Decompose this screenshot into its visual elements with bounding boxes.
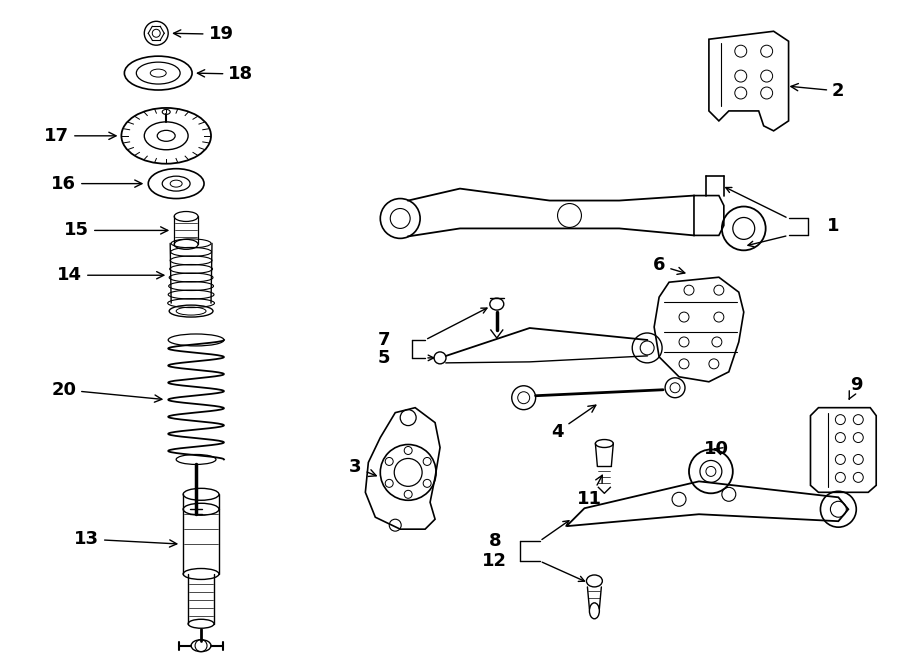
- Text: 12: 12: [482, 552, 508, 570]
- Text: 10: 10: [705, 440, 729, 459]
- Text: 13: 13: [74, 530, 176, 548]
- Text: 3: 3: [349, 459, 376, 477]
- Text: 15: 15: [64, 221, 167, 239]
- Text: 1: 1: [827, 217, 840, 235]
- Text: 8: 8: [489, 532, 501, 550]
- Text: 9: 9: [849, 375, 862, 399]
- Text: 7: 7: [378, 331, 391, 349]
- Text: 5: 5: [378, 349, 391, 367]
- Text: 14: 14: [57, 266, 164, 284]
- Text: 19: 19: [174, 25, 233, 43]
- Text: 17: 17: [44, 127, 116, 145]
- Text: 4: 4: [552, 405, 596, 441]
- Text: 11: 11: [577, 475, 602, 508]
- Text: 20: 20: [51, 381, 162, 402]
- Text: 16: 16: [51, 175, 142, 192]
- Text: 6: 6: [652, 256, 685, 274]
- Text: 2: 2: [791, 82, 844, 100]
- Text: 18: 18: [197, 65, 254, 83]
